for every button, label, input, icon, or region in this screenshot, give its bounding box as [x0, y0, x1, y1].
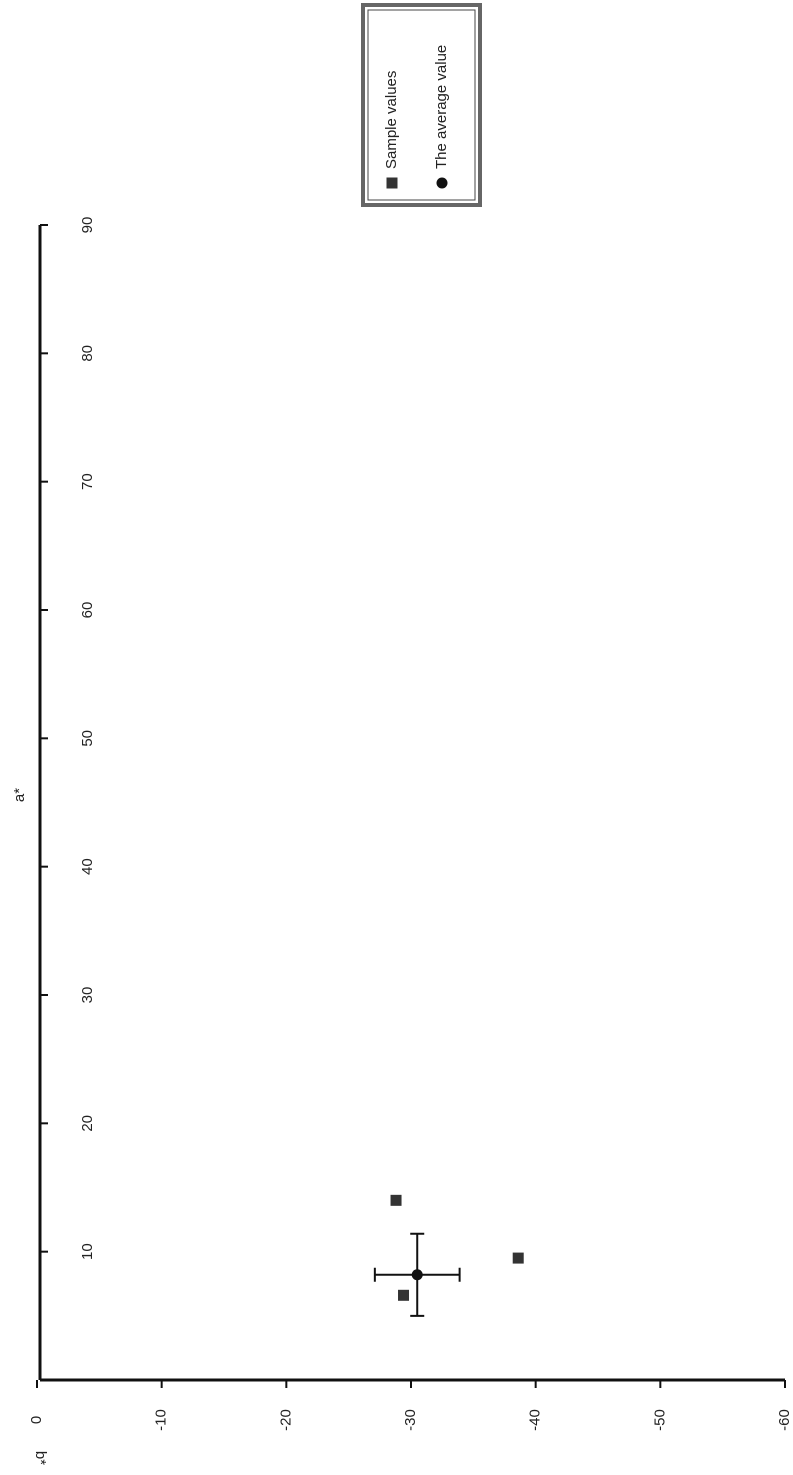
x-tick-label: -60	[776, 1409, 793, 1431]
point	[411, 1269, 423, 1281]
x-tick-label: -30	[402, 1409, 419, 1431]
x-tick-label: -50	[651, 1409, 668, 1431]
x-axis-label: b*	[32, 1451, 49, 1465]
legend-label: The average value	[433, 45, 450, 169]
legend-box-inner	[367, 9, 476, 201]
y-tick-label: 50	[79, 730, 96, 747]
y-tick-label: 90	[79, 217, 96, 234]
x-tick-label: -20	[277, 1409, 294, 1431]
y-tick-label: 70	[79, 473, 96, 490]
y-tick-label: 40	[79, 858, 96, 875]
legend-marker	[436, 177, 448, 189]
legend-marker	[386, 177, 398, 189]
point	[390, 1194, 402, 1206]
legend-box	[361, 3, 482, 207]
y-tick-label: 10	[79, 1243, 96, 1260]
y-axis-label: a*	[11, 788, 28, 802]
legend-label: Sample values	[383, 71, 400, 169]
y-tick-label: 60	[79, 602, 96, 619]
y-tick-label: 20	[79, 1115, 96, 1132]
y-tick-label: 80	[79, 345, 96, 362]
y-tick-label: 30	[79, 987, 96, 1004]
point	[512, 1252, 524, 1264]
x-tick-label: -40	[527, 1409, 544, 1431]
x-tick-label: -10	[153, 1409, 170, 1431]
point	[398, 1289, 410, 1301]
x-tick-label: 0	[28, 1416, 45, 1424]
